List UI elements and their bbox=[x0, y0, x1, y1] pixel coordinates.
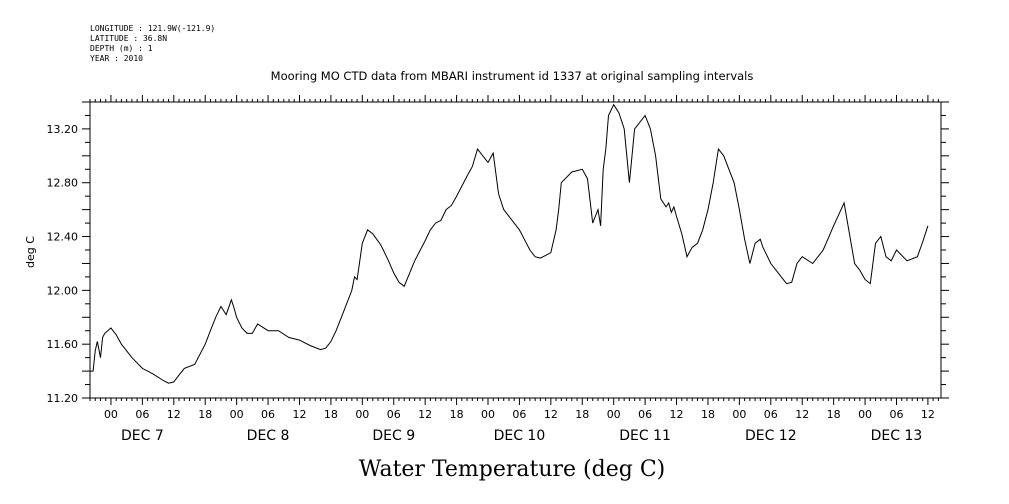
x-hour-tick-label: 00 bbox=[230, 408, 244, 421]
plot-frame bbox=[89, 101, 942, 399]
depth-text: DEPTH (m) : 1 bbox=[90, 44, 153, 53]
x-hour-tick-label: 12 bbox=[167, 408, 181, 421]
x-day-label: DEC 13 bbox=[871, 428, 923, 444]
x-day-label: DEC 11 bbox=[619, 428, 671, 444]
x-day-label: DEC 9 bbox=[372, 428, 415, 444]
x-hour-tick-label: 06 bbox=[261, 408, 275, 421]
x-hour-tick-label: 06 bbox=[764, 408, 778, 421]
x-hour-tick-label: 00 bbox=[104, 408, 118, 421]
header-block: LONGITUDE : 121.9W(-121.9) LATITUDE : 36… bbox=[90, 24, 215, 63]
x-hour-tick-label: 06 bbox=[387, 408, 401, 421]
x-hour-tick-label: 12 bbox=[544, 408, 558, 421]
y-tick-label: 11.60 bbox=[47, 338, 79, 351]
x-hour-tick-label: 06 bbox=[889, 408, 903, 421]
x-hour-tick-label: 18 bbox=[701, 408, 715, 421]
longitude-text: LONGITUDE : 121.9W(-121.9) bbox=[90, 24, 215, 33]
x-day-label: DEC 8 bbox=[247, 428, 290, 444]
x-hour-tick-label: 06 bbox=[638, 408, 652, 421]
x-hour-tick-label: 18 bbox=[575, 408, 589, 421]
x-hour-tick-label: 18 bbox=[324, 408, 338, 421]
axis-ticks bbox=[82, 95, 949, 405]
x-hour-tick-label: 12 bbox=[670, 408, 684, 421]
y-tick-label: 12.00 bbox=[47, 284, 79, 297]
latitude-text: LATITUDE : 36.8N bbox=[90, 34, 167, 43]
y-tick-label: 13.20 bbox=[47, 123, 79, 136]
year-text: YEAR : 2010 bbox=[90, 54, 143, 63]
x-hour-tick-label: 12 bbox=[921, 408, 935, 421]
x-hour-tick-label: 12 bbox=[795, 408, 809, 421]
x-hour-tick-label: 00 bbox=[858, 408, 872, 421]
temperature-series-line bbox=[90, 103, 929, 384]
y-tick-label: 12.80 bbox=[47, 177, 79, 190]
x-hour-tick-label: 12 bbox=[418, 408, 432, 421]
y-tick-label: 12.40 bbox=[47, 231, 79, 244]
x-day-label: DEC 10 bbox=[494, 428, 546, 444]
x-hour-tick-label: 18 bbox=[450, 408, 464, 421]
y-axis-label: deg C bbox=[24, 236, 37, 268]
x-hour-tick-label: 00 bbox=[355, 408, 369, 421]
x-hour-tick-label: 18 bbox=[198, 408, 212, 421]
y-tick-label: 11.20 bbox=[47, 392, 79, 405]
chart-title: Mooring MO CTD data from MBARI instrumen… bbox=[271, 69, 754, 83]
x-hour-tick-label: 00 bbox=[732, 408, 746, 421]
x-hour-tick-label: 06 bbox=[135, 408, 149, 421]
x-hour-tick-label: 06 bbox=[512, 408, 526, 421]
chart-caption: Water Temperature (deg C) bbox=[359, 457, 666, 482]
x-hour-tick-label: 12 bbox=[292, 408, 306, 421]
x-hour-tick-label: 00 bbox=[607, 408, 621, 421]
x-day-label: DEC 7 bbox=[121, 428, 164, 444]
x-hour-tick-label: 18 bbox=[827, 408, 841, 421]
x-day-label: DEC 12 bbox=[745, 428, 797, 444]
x-hour-tick-label: 00 bbox=[481, 408, 495, 421]
